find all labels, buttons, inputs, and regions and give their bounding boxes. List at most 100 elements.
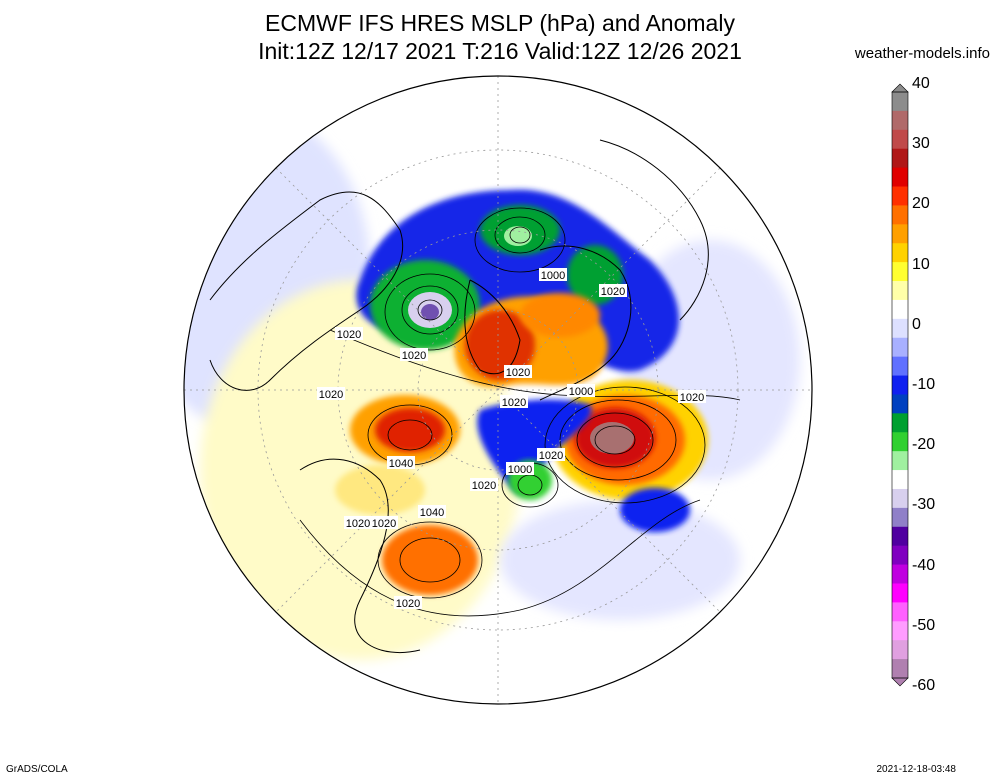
colorbar-segment xyxy=(892,394,908,414)
anomaly-yellow-mongolia xyxy=(335,465,425,515)
contour-label: 1020 xyxy=(500,395,528,409)
svg-text:1020: 1020 xyxy=(402,350,426,362)
svg-text:1020: 1020 xyxy=(337,329,361,341)
colorbar-segment xyxy=(892,602,908,622)
svg-text:1020: 1020 xyxy=(502,397,526,409)
colorbar-frame xyxy=(891,91,909,679)
colorbar-segment xyxy=(892,413,908,433)
colorbar-tick-label: 40 xyxy=(912,75,930,92)
contour-label: 1020 xyxy=(537,448,565,462)
contour-label: 1020 xyxy=(394,596,422,610)
colorbar-segment xyxy=(892,186,908,206)
svg-text:1000: 1000 xyxy=(569,386,593,398)
colorbar-segment xyxy=(892,148,908,169)
contour-label: 1020 xyxy=(317,387,345,401)
colorbar-segment xyxy=(892,337,908,358)
colorbar-segment xyxy=(892,243,908,263)
colorbar-tick-label: 0 xyxy=(912,315,921,333)
colorbar-tick-label: 20 xyxy=(912,195,930,213)
contour-label: 1020 xyxy=(599,284,627,298)
contour-label: 1020 xyxy=(370,516,398,530)
colorbar-segment xyxy=(892,205,908,225)
colorbar-tick-label: -20 xyxy=(912,436,936,454)
svg-text:1020: 1020 xyxy=(396,598,420,610)
contour-label: 1020 xyxy=(344,516,372,530)
anomaly-violet-core xyxy=(421,304,439,320)
colorbar-segment xyxy=(892,564,908,584)
anomaly-red-siberia xyxy=(375,408,445,452)
svg-text:1020: 1020 xyxy=(539,450,563,462)
contour-label: 1020 xyxy=(470,478,498,492)
anomaly-max-europe xyxy=(590,422,634,454)
contour-label: 1000 xyxy=(539,268,567,282)
colorbar-segment xyxy=(892,488,908,509)
colorbar-bottom-arrow xyxy=(891,677,909,687)
svg-text:1000: 1000 xyxy=(541,270,565,282)
contour-label: 1000 xyxy=(506,462,534,476)
colorbar-segment xyxy=(892,92,908,112)
anomaly-light-blue-pacific xyxy=(500,500,740,620)
colorbar-segment xyxy=(892,545,908,566)
colorbar-segment xyxy=(892,110,908,131)
colorbar-segment xyxy=(892,129,908,150)
contour-label: 1020 xyxy=(504,365,532,379)
svg-text:1040: 1040 xyxy=(389,458,413,470)
colorbar-segment xyxy=(892,299,908,320)
chart-subtitle: Init:12Z 12/17 2021 T:216 Valid:12Z 12/2… xyxy=(258,38,742,64)
svg-text:1020: 1020 xyxy=(346,518,370,530)
svg-text:1020: 1020 xyxy=(372,518,396,530)
svg-text:1020: 1020 xyxy=(506,367,530,379)
colorbar-segment xyxy=(892,432,908,452)
svg-text:1020: 1020 xyxy=(472,480,496,492)
colorbar-segment xyxy=(892,583,908,603)
anomaly-orange-china xyxy=(382,525,478,595)
footer-timestamp: 2021-12-18-03:48 xyxy=(876,764,956,775)
svg-text:1000: 1000 xyxy=(508,464,532,476)
svg-text:1020: 1020 xyxy=(601,286,625,298)
colorbar xyxy=(891,83,909,687)
contour-label: 1000 xyxy=(567,384,595,398)
colorbar-segment xyxy=(892,640,908,660)
colorbar-tick-label: -10 xyxy=(912,376,936,393)
colorbar-tick-label: -60 xyxy=(912,677,936,694)
colorbar-tick-label: 30 xyxy=(912,135,930,153)
colorbar-segment xyxy=(892,318,908,339)
colorbar-segment xyxy=(892,621,908,641)
site-credit: weather-models.info xyxy=(854,45,990,62)
colorbar-tick-label: -50 xyxy=(912,616,936,634)
contour-label: 1040 xyxy=(418,505,446,519)
colorbar-segment xyxy=(892,526,908,547)
contour-label: 1040 xyxy=(387,456,415,470)
anomaly-red-greenland xyxy=(465,310,535,380)
footer-credit: GrADS/COLA xyxy=(6,764,68,775)
colorbar-segment xyxy=(892,224,908,244)
contour-label: 1020 xyxy=(678,390,706,404)
colorbar-segment xyxy=(892,262,908,282)
colorbar-segment xyxy=(892,375,908,395)
colorbar-top-arrow xyxy=(891,83,909,93)
colorbar-tick-label: 10 xyxy=(912,255,930,273)
anomaly-negative-central xyxy=(477,399,592,494)
colorbar-segment xyxy=(892,167,908,188)
colorbar-segment xyxy=(892,507,908,528)
coastlines xyxy=(209,139,709,654)
chart-title: ECMWF IFS HRES MSLP (hPa) and Anomaly xyxy=(265,10,735,36)
svg-text:1020: 1020 xyxy=(319,389,343,401)
polar-disc-outline xyxy=(183,75,813,705)
colorbar-segment xyxy=(892,356,908,377)
svg-text:1020: 1020 xyxy=(680,392,704,404)
svg-text:1040: 1040 xyxy=(420,507,444,519)
colorbar-tick-label: -40 xyxy=(912,556,936,574)
anomaly-orange-svalbard xyxy=(520,293,600,337)
contour-label: 1020 xyxy=(335,327,363,341)
colorbar-segment xyxy=(892,451,908,471)
colorbar-segment xyxy=(892,281,908,301)
colorbar-segment xyxy=(892,470,908,490)
colorbar-tick-label: -30 xyxy=(912,496,936,514)
anomaly-field xyxy=(184,76,812,704)
colorbar-segment xyxy=(892,659,908,679)
anomaly-negative-pacific xyxy=(620,488,690,532)
contour-label: 1020 xyxy=(400,348,428,362)
